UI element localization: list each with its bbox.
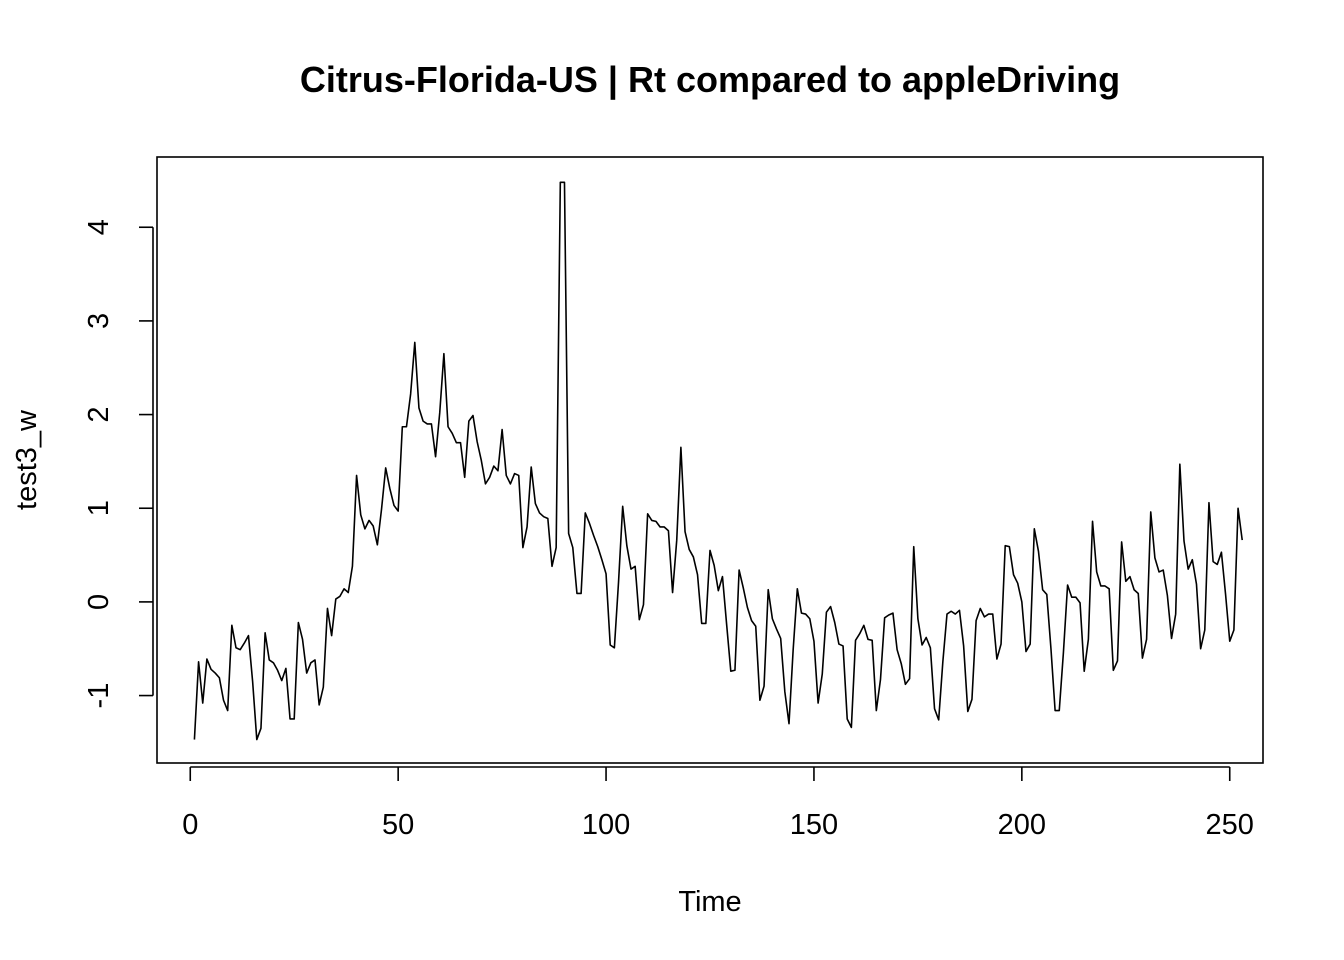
plot-frame: [156, 156, 1264, 764]
series-line: [193, 181, 1244, 741]
y-tick-label: 2: [83, 407, 115, 423]
x-axis-label: Time: [678, 886, 741, 918]
y-axis: -1 0 1 2 3 4: [83, 219, 154, 709]
x-axis: 0 50 100 150 200 250: [182, 766, 1254, 841]
x-tick-label: 0: [182, 809, 198, 841]
x-tick-label: 150: [790, 809, 838, 841]
y-axis-label: test3_w: [11, 409, 43, 510]
y-tick-label: 3: [83, 313, 115, 329]
y-tick-label: 1: [83, 500, 115, 516]
x-tick-label: 100: [582, 809, 630, 841]
x-tick-label: 50: [382, 809, 414, 841]
y-tick-label: 4: [83, 219, 115, 235]
y-tick-label: -1: [83, 683, 115, 709]
chart-title: Citrus-Florida-US | Rt compared to apple…: [300, 59, 1120, 101]
x-tick-label: 200: [998, 809, 1046, 841]
x-tick-label: 250: [1206, 809, 1254, 841]
y-tick-label: 0: [83, 594, 115, 610]
